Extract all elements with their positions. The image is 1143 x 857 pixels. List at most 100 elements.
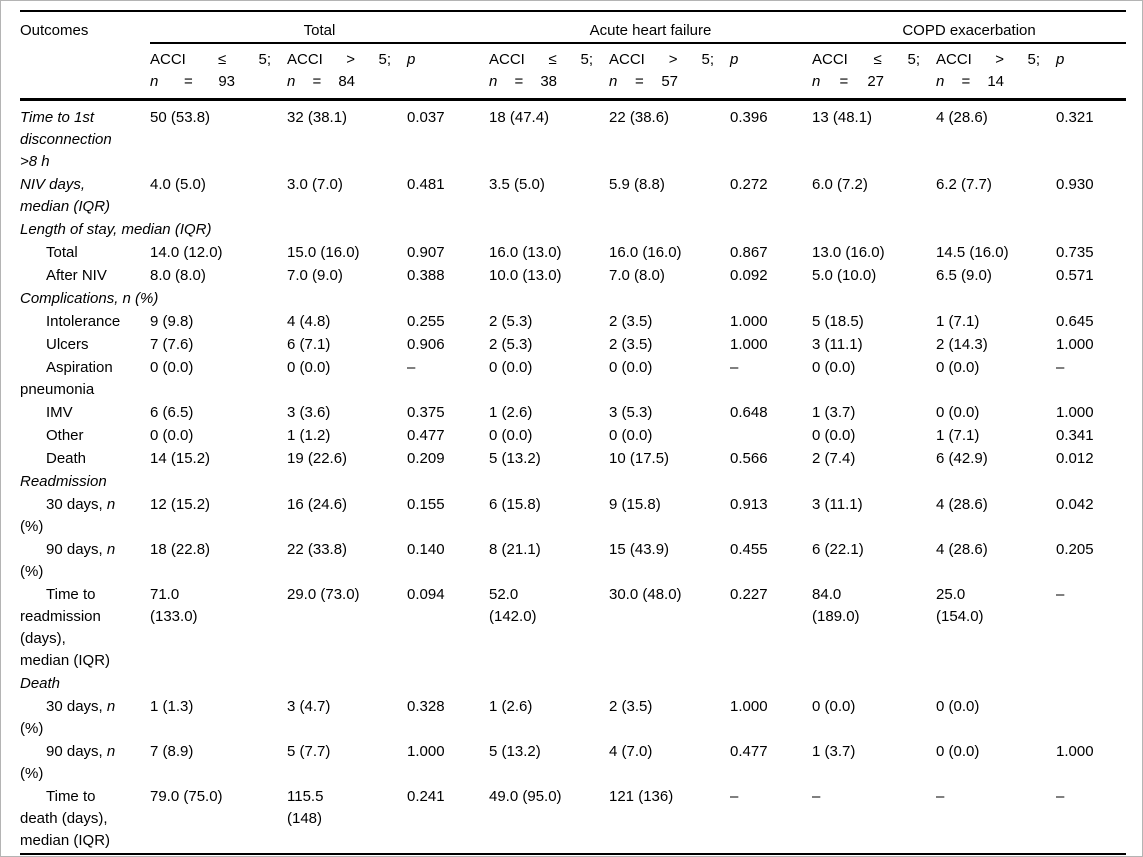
cell-value: 5.0 (10.0) xyxy=(812,267,877,284)
outcomes-table: Outcomes Total Acute heart failure COPD … xyxy=(20,10,1127,855)
cell-value: 4.0 (5.0) xyxy=(150,176,206,193)
cell-value: 0.930 xyxy=(1056,176,1094,193)
column-header-line: ACCI > 5; xyxy=(936,51,1041,68)
cell-value: 2 (5.3) xyxy=(489,336,533,353)
cell-value: – xyxy=(730,359,739,376)
data-row: NIV days, median (IQR) 4.0 (5.0) 3.0 (7.0)… xyxy=(20,174,1126,219)
row-label: Readmission xyxy=(20,473,107,490)
section-header-row: Readmission xyxy=(20,471,1126,494)
cell-value: – xyxy=(1056,586,1065,603)
column-header: ACCI ≤ 5; n = 93 xyxy=(150,43,287,101)
cell-value: 32 (38.1) xyxy=(287,109,348,126)
cell-value: 1.000 xyxy=(1056,404,1094,421)
group-header-total: Total xyxy=(150,11,489,44)
column-header-line: ACCI ≤ 5; xyxy=(812,51,921,68)
cell-value: 0.037 xyxy=(407,109,445,126)
row-label: Intolerance xyxy=(46,313,121,330)
cell-value: 9 (9.8) xyxy=(150,313,194,330)
section-header-row: Death xyxy=(20,673,1126,696)
row-label: Ulcers xyxy=(46,336,89,353)
data-row: 90 days, n (%) 7 (8.9) 5 (7.7) 1.000 5 (13.2… xyxy=(20,741,1126,786)
column-header: ACCI ≤ 5; n = 38 xyxy=(489,43,609,101)
cell-value: 0.272 xyxy=(730,176,768,193)
section-header-row: Complications, n (%) xyxy=(20,288,1126,311)
cell-value: 6 (42.9) xyxy=(936,450,988,467)
cell-value: 0.375 xyxy=(407,404,445,421)
cell-value: 14.5 (16.0) xyxy=(936,244,1009,261)
cell-value: 2 (3.5) xyxy=(609,313,653,330)
cell-value: 1 (7.1) xyxy=(936,313,980,330)
data-row: Ulcers 7 (7.6) 6 (7.1) 0.906 2 (5.3) 2 (3.5) 1… xyxy=(20,334,1126,357)
cell-value: 0 (0.0) xyxy=(812,427,856,444)
cell-value: 6 (22.1) xyxy=(812,541,864,558)
column-header-line: ACCI ≤ 5; xyxy=(150,51,271,68)
column-header-line: p xyxy=(730,51,739,68)
cell-value: 5 (13.2) xyxy=(489,743,541,760)
table-header: Outcomes Total Acute heart failure COPD … xyxy=(20,11,1127,101)
cell-value: 2 (3.5) xyxy=(609,698,653,715)
group-header-acute-heart-failure: Acute heart failure xyxy=(489,11,813,44)
row-label: Death xyxy=(46,450,87,467)
outcomes-column-header: Outcomes xyxy=(20,11,150,101)
row-label: Complications, n (%) xyxy=(20,290,159,307)
cell-value: 16 (24.6) xyxy=(287,496,348,513)
data-row: Aspiration pneumonia 0 (0.0) 0 (0.0) – 0 (0.… xyxy=(20,357,1126,402)
cell-value: 2 (5.3) xyxy=(489,313,533,330)
cell-value: 0.241 xyxy=(407,788,445,805)
cell-value: 7 (8.9) xyxy=(150,743,194,760)
cell-value: 14.0 (12.0) xyxy=(150,244,223,261)
group-header-copd-exacerbation: COPD exacerbation xyxy=(812,11,1127,44)
cell-value: 0 (0.0) xyxy=(150,359,194,376)
cell-value: 84.0 (189.0) xyxy=(812,586,860,625)
cell-value: 0.477 xyxy=(730,743,768,760)
cell-value: 3.5 (5.0) xyxy=(489,176,545,193)
row-label: 90 days, n (%) xyxy=(20,743,116,782)
cell-value: – xyxy=(730,788,739,805)
p-column-header: p xyxy=(1056,43,1127,101)
cell-value: 15 (43.9) xyxy=(609,541,670,558)
row-label: Time to death (days), median (IQR) xyxy=(20,788,111,849)
p-column-header: p xyxy=(407,43,489,101)
column-header-line: n = 84 xyxy=(287,73,355,90)
cell-value: 1.000 xyxy=(730,698,768,715)
table-body: Time to 1st disconnection >8 h 50 (53.8) 3… xyxy=(20,100,1126,855)
column-header: ACCI > 5; n = 14 xyxy=(936,43,1057,101)
data-row: 90 days, n (%) 18 (22.8) 22 (33.8) 0.140 8 (… xyxy=(20,539,1126,584)
cell-value: 0.396 xyxy=(730,109,768,126)
column-header-line: ACCI ≤ 5; xyxy=(489,51,593,68)
cell-value: 30.0 (48.0) xyxy=(609,586,682,603)
cell-value: 1 (7.1) xyxy=(936,427,980,444)
cell-value: 6 (7.1) xyxy=(287,336,331,353)
cell-value: 3.0 (7.0) xyxy=(287,176,343,193)
cell-value: 22 (38.6) xyxy=(609,109,670,126)
data-row: Time to death (days), median (IQR) 79.0 (… xyxy=(20,786,1126,854)
column-header-line: ACCI > 5; xyxy=(287,51,391,68)
cell-value: 50 (53.8) xyxy=(150,109,211,126)
cell-value: 0.328 xyxy=(407,698,445,715)
cell-value: 12 (15.2) xyxy=(150,496,211,513)
cell-value: 1 (1.3) xyxy=(150,698,194,715)
cell-value: 29.0 (73.0) xyxy=(287,586,360,603)
cell-value: 0.906 xyxy=(407,336,445,353)
cell-value: 18 (22.8) xyxy=(150,541,211,558)
cell-value: 9 (15.8) xyxy=(609,496,661,513)
cell-value: 18 (47.4) xyxy=(489,109,550,126)
cell-value: 22 (33.8) xyxy=(287,541,348,558)
cell-value: 0.255 xyxy=(407,313,445,330)
cell-value: – xyxy=(812,788,821,805)
cell-value: 0 (0.0) xyxy=(150,427,194,444)
cell-value: 0.321 xyxy=(1056,109,1094,126)
cell-value: 0.571 xyxy=(1056,267,1094,284)
cell-value: 8 (21.1) xyxy=(489,541,541,558)
cell-value: 14 (15.2) xyxy=(150,450,211,467)
data-row: Total 14.0 (12.0) 15.0 (16.0) 0.907 16.0 (13… xyxy=(20,242,1126,265)
section-header-row: Length of stay, median (IQR) xyxy=(20,219,1126,242)
row-label: Time to 1st disconnection >8 h xyxy=(20,109,112,170)
cell-value: 0 (0.0) xyxy=(812,359,856,376)
cell-value: 7.0 (9.0) xyxy=(287,267,343,284)
cell-value: 6 (15.8) xyxy=(489,496,541,513)
cell-value: 7.0 (8.0) xyxy=(609,267,665,284)
column-header: ACCI > 5; n = 84 xyxy=(287,43,407,101)
cell-value: 71.0 (133.0) xyxy=(150,586,198,625)
cell-value: 3 (3.6) xyxy=(287,404,331,421)
